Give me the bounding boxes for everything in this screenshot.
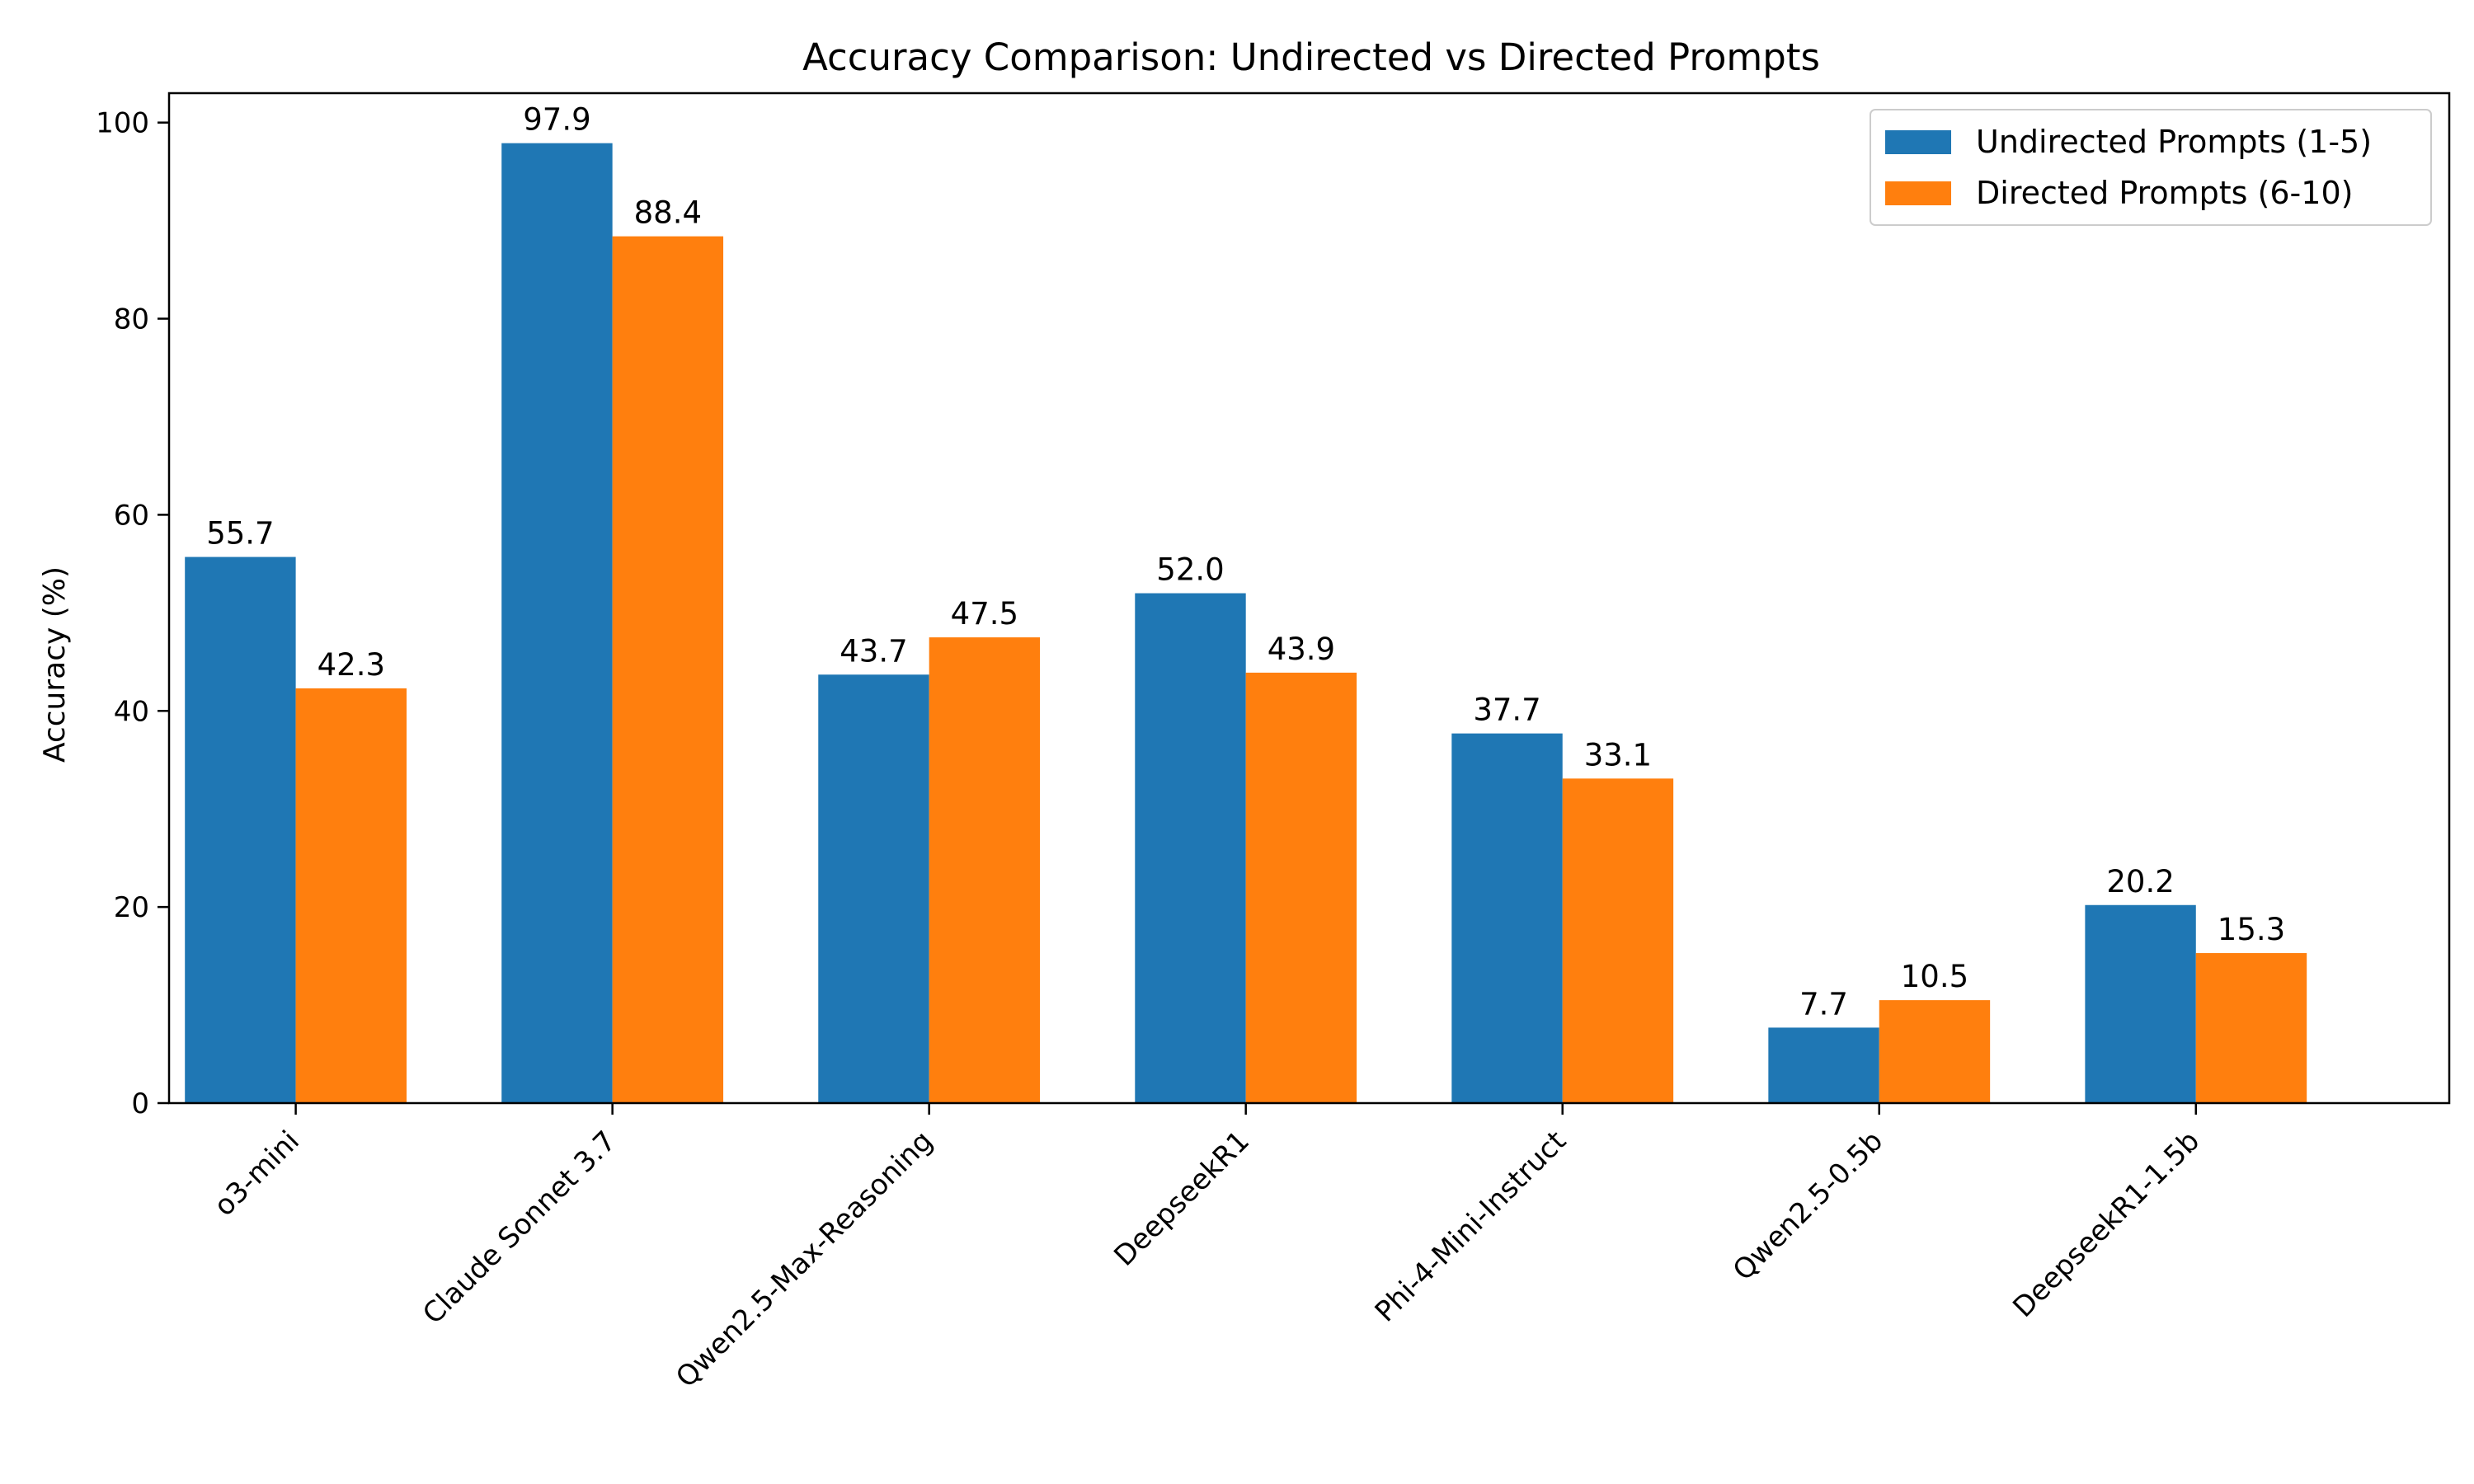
bar-undirected-6 bbox=[2085, 904, 2196, 1103]
data-label: 88.4 bbox=[634, 195, 702, 231]
legend-entry: Directed Prompts (6-10) bbox=[1976, 175, 2353, 211]
bar-directed-2 bbox=[929, 637, 1041, 1103]
bar-undirected-2 bbox=[818, 674, 929, 1103]
y-tick-label: 100 bbox=[96, 107, 149, 140]
data-label: 33.1 bbox=[1584, 737, 1652, 773]
data-label: 47.5 bbox=[951, 596, 1018, 632]
legend-swatch bbox=[1885, 130, 1951, 154]
bars-layer bbox=[185, 143, 2307, 1104]
data-label: 7.7 bbox=[1799, 986, 1848, 1021]
data-label: 42.3 bbox=[317, 647, 385, 683]
legend-swatch bbox=[1885, 181, 1951, 205]
legend-box bbox=[1870, 109, 2432, 226]
data-label: 43.9 bbox=[1268, 632, 1335, 667]
bar-undirected-4 bbox=[1451, 733, 1563, 1103]
data-label: 97.9 bbox=[523, 102, 590, 138]
bar-undirected-3 bbox=[1135, 593, 1246, 1103]
data-label: 55.7 bbox=[206, 516, 274, 552]
data-label: 43.7 bbox=[840, 633, 907, 669]
chart-title: Accuracy Comparison: Undirected vs Direc… bbox=[802, 35, 1820, 79]
data-labels-layer: 55.7 97.9 43.7 52.0 37.7 7.7 20.2 42.3 88.4 47.5 4… bbox=[206, 102, 2285, 1022]
y-tick-label: 20 bbox=[114, 891, 149, 924]
bar-directed-3 bbox=[1245, 672, 1357, 1103]
data-label: 10.5 bbox=[1901, 959, 1968, 994]
bar-undirected-5 bbox=[1768, 1027, 1879, 1103]
legend-entry: Undirected Prompts (1-5) bbox=[1976, 124, 2372, 160]
bar-directed-1 bbox=[612, 236, 724, 1104]
y-tick-label: 80 bbox=[114, 303, 149, 336]
y-tick-label: 60 bbox=[114, 499, 149, 532]
y-tick-label: 0 bbox=[131, 1087, 149, 1120]
y-axis: 0 20 40 60 80 100 bbox=[96, 107, 169, 1120]
data-label: 15.3 bbox=[2218, 912, 2285, 947]
data-label: 52.0 bbox=[1156, 552, 1224, 588]
bar-undirected-0 bbox=[185, 556, 296, 1103]
bar-undirected-1 bbox=[501, 143, 613, 1104]
data-label: 20.2 bbox=[2106, 864, 2174, 899]
bar-directed-5 bbox=[1879, 1000, 1991, 1103]
legend: Undirected Prompts (1-5) Directed Prompts… bbox=[1870, 109, 2432, 226]
bar-directed-0 bbox=[295, 688, 407, 1103]
bar-directed-6 bbox=[2195, 953, 2307, 1103]
bar-directed-4 bbox=[1562, 778, 1674, 1103]
data-label: 37.7 bbox=[1473, 693, 1540, 728]
plot-area-frame bbox=[167, 92, 2451, 1105]
y-axis-title: Accuracy (%) bbox=[38, 566, 72, 763]
y-tick-label: 40 bbox=[114, 695, 149, 728]
